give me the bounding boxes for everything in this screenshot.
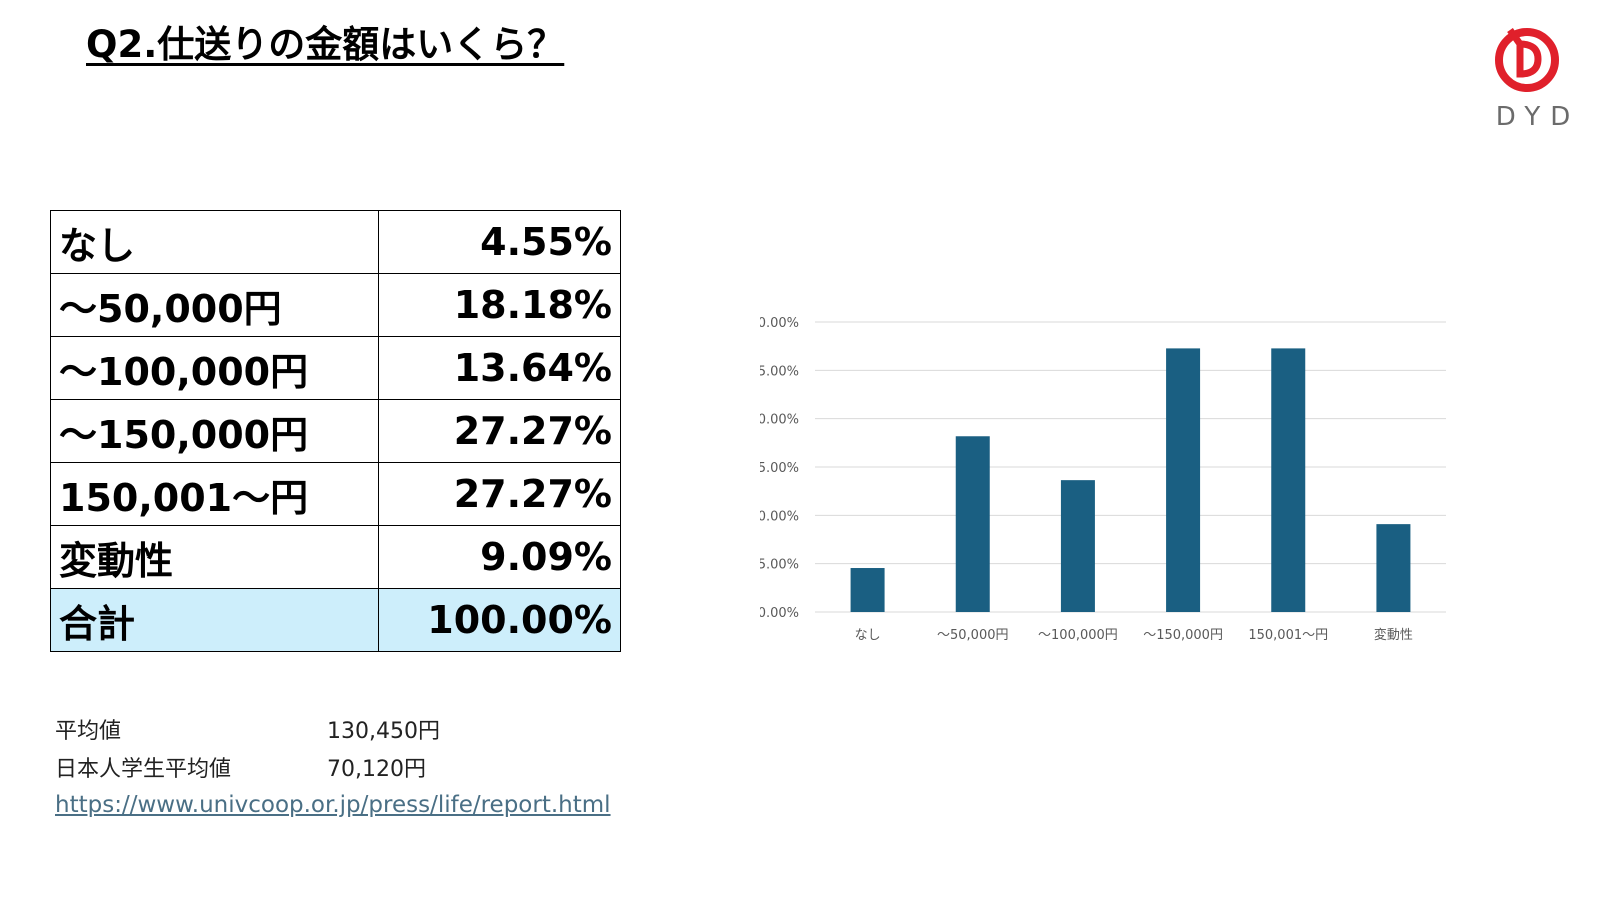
y-tick-label: 20.00% [760, 413, 799, 428]
japanese-average-value: 70,120円 [327, 757, 426, 782]
bar [1166, 348, 1201, 612]
row-label: なし [50, 210, 379, 274]
x-tick-label: 150,001～円 [1248, 628, 1328, 643]
table-row: ～100,000円 13.64% [50, 336, 621, 400]
row-label: ～50,000円 [50, 273, 379, 337]
bar-chart-svg: 0.00% 5.00% 10.00% 15.00% 20.00% 25.00% 30.00%… [749, 316, 1446, 643]
bar [1376, 524, 1411, 612]
x-tick-label: 変動性 [1374, 627, 1413, 643]
x-tick-label: ～100,000円 [1038, 628, 1118, 643]
row-label: 変動性 [50, 525, 379, 589]
y-tick-label: 30.00% [760, 316, 799, 331]
page-title: Q2.仕送りの金額はいくら？ [86, 23, 565, 66]
bar [1271, 348, 1306, 612]
row-label: ～100,000円 [50, 336, 379, 400]
x-tick-label: ～50,000円 [937, 628, 1009, 643]
y-tick-label: 15.00% [760, 461, 799, 476]
row-value: 27.27% [378, 462, 621, 526]
logo-text: DYD [1495, 102, 1581, 132]
y-tick-label: 10.00% [760, 509, 799, 524]
average-value: 130,450円 [327, 719, 440, 744]
table-row: 150,001～円 27.27% [50, 462, 621, 526]
row-value: 13.64% [378, 336, 621, 400]
source-link[interactable]: https://www.univcoop.or.jp/press/life/re… [55, 792, 611, 818]
total-value: 100.00% [378, 588, 621, 652]
row-value: 4.55% [378, 210, 621, 274]
y-tick-label: 5.00% [760, 558, 799, 573]
dyd-logo: DYD [1480, 22, 1590, 137]
row-value: 18.18% [378, 273, 621, 337]
bar-chart: 0.00% 5.00% 10.00% 15.00% 20.00% 25.00% 30.00%… [749, 310, 1460, 654]
japanese-average-label: 日本人学生平均値 [55, 757, 232, 782]
row-label: ～150,000円 [50, 399, 379, 463]
amount-table: なし 4.55% ～50,000円 18.18% ～100,000円 13.64% ～150… [50, 210, 621, 652]
average-row: 平均値 130,450円 [55, 710, 611, 748]
y-tick-label: 25.00% [760, 364, 799, 379]
row-value: 9.09% [378, 525, 621, 589]
table-row: なし 4.55% [50, 210, 621, 274]
row-value: 27.27% [378, 399, 621, 463]
table-row: ～50,000円 18.18% [50, 273, 621, 337]
table-total-row: 合計 100.00% [50, 588, 621, 652]
bar [850, 568, 885, 612]
x-tick-label: ～150,000円 [1143, 628, 1223, 643]
bar [1060, 480, 1095, 612]
japanese-average-row: 日本人学生平均値 70,120円 [55, 748, 611, 786]
x-tick-label: なし [855, 628, 881, 643]
row-label: 150,001～円 [50, 462, 379, 526]
average-label: 平均値 [55, 719, 122, 744]
y-tick-label: 0.00% [760, 606, 799, 621]
table-row: ～150,000円 27.27% [50, 399, 621, 463]
total-label: 合計 [50, 588, 379, 652]
stats-block: 平均値 130,450円 日本人学生平均値 70,120円 https://ww… [55, 710, 611, 824]
table-row: 変動性 9.09% [50, 525, 621, 589]
bar [955, 436, 990, 612]
dyd-logo-icon [1495, 27, 1559, 92]
